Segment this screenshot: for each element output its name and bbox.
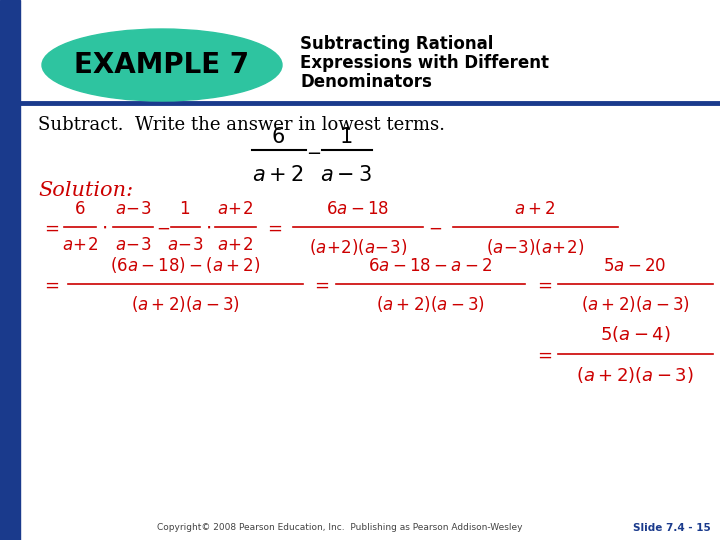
Text: $\cdot$: $\cdot$ [101,219,107,237]
Text: $a+2$: $a+2$ [252,165,304,185]
Text: $=$: $=$ [41,276,59,294]
Text: $=$: $=$ [311,276,329,294]
Text: $=$: $=$ [534,346,552,364]
Text: $a\!-\!3$: $a\!-\!3$ [167,237,203,254]
Text: $-$: $-$ [156,219,170,237]
Ellipse shape [42,29,282,101]
Text: $a\!-\!3$: $a\!-\!3$ [114,201,151,218]
Text: Subtract.  Write the answer in lowest terms.: Subtract. Write the answer in lowest ter… [38,116,445,134]
Text: $a-3$: $a-3$ [320,165,372,185]
Text: $a\!+\!2$: $a\!+\!2$ [62,237,98,254]
Text: $5a-20$: $5a-20$ [603,258,667,275]
Text: $\cdot$: $\cdot$ [205,219,211,237]
Text: $6$: $6$ [74,201,86,218]
Text: Expressions with Different: Expressions with Different [300,54,549,72]
Text: $(a+2)(a-3)$: $(a+2)(a-3)$ [130,294,240,314]
Text: $6$: $6$ [271,127,285,147]
Text: $a\!-\!3$: $a\!-\!3$ [114,237,151,254]
Text: $=$: $=$ [264,219,282,237]
Text: $(a+2)(a-3)$: $(a+2)(a-3)$ [376,294,485,314]
Text: $a\!+\!2$: $a\!+\!2$ [217,201,253,218]
Text: Solution:: Solution: [38,180,133,199]
Text: $1$: $1$ [339,127,353,147]
Text: $5(a-4)$: $5(a-4)$ [600,324,670,344]
Text: $a+2$: $a+2$ [514,201,556,218]
Text: $-$: $-$ [307,143,322,161]
Text: $=$: $=$ [534,276,552,294]
Text: $(a\!+\!2)(a\!-\!3)$: $(a\!+\!2)(a\!-\!3)$ [309,237,407,257]
Text: $1$: $1$ [179,201,191,218]
Text: $6a-18$: $6a-18$ [326,201,390,218]
Text: $6a-18-a-2$: $6a-18-a-2$ [368,258,492,275]
Text: $(6a-18)-(a+2)$: $(6a-18)-(a+2)$ [109,255,260,275]
Text: $-$: $-$ [428,219,442,237]
Text: Slide 7.4 - 15: Slide 7.4 - 15 [633,523,711,533]
Text: $(a+2)(a-3)$: $(a+2)(a-3)$ [576,365,694,385]
Text: $(a\!-\!3)(a\!+\!2)$: $(a\!-\!3)(a\!+\!2)$ [486,237,584,257]
Text: $=$: $=$ [41,219,59,237]
Text: Denominators: Denominators [300,73,432,91]
Text: $(a+2)(a-3)$: $(a+2)(a-3)$ [580,294,690,314]
Text: Subtracting Rational: Subtracting Rational [300,35,493,53]
Bar [0,0,20,540]
Text: Copyright© 2008 Pearson Education, Inc.  Publishing as Pearson Addison-Wesley: Copyright© 2008 Pearson Education, Inc. … [157,523,523,532]
Text: EXAMPLE 7: EXAMPLE 7 [74,51,250,79]
Text: $a\!+\!2$: $a\!+\!2$ [217,237,253,254]
